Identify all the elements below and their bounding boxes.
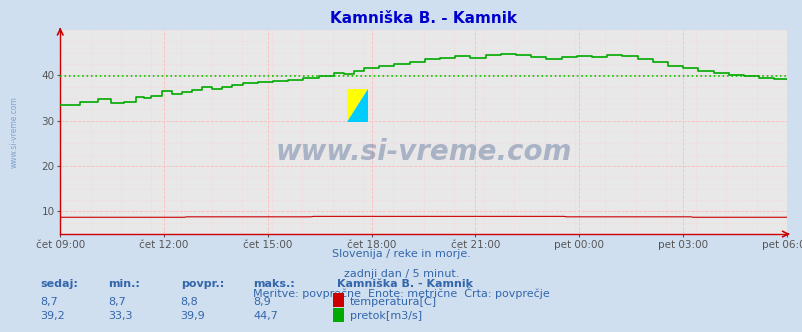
Text: temperatura[C]: temperatura[C] <box>350 297 436 307</box>
Text: 8,8: 8,8 <box>180 297 198 307</box>
Text: 8,7: 8,7 <box>40 297 58 307</box>
Text: pretok[m3/s]: pretok[m3/s] <box>350 311 422 321</box>
Text: Kamniška B. - Kamnik: Kamniška B. - Kamnik <box>337 279 472 289</box>
Text: 8,7: 8,7 <box>108 297 126 307</box>
Text: 33,3: 33,3 <box>108 311 133 321</box>
Text: Meritve: povprečne  Enote: metrične  Črta: povprečje: Meritve: povprečne Enote: metrične Črta:… <box>253 287 549 299</box>
Text: www.si-vreme.com: www.si-vreme.com <box>275 138 571 166</box>
Title: Kamniška B. - Kamnik: Kamniška B. - Kamnik <box>330 11 516 26</box>
Text: 8,9: 8,9 <box>253 297 270 307</box>
Text: 44,7: 44,7 <box>253 311 277 321</box>
Text: povpr.:: povpr.: <box>180 279 224 289</box>
Text: 39,2: 39,2 <box>40 311 65 321</box>
Text: min.:: min.: <box>108 279 140 289</box>
Text: www.si-vreme.com: www.si-vreme.com <box>10 96 19 168</box>
Text: 39,9: 39,9 <box>180 311 205 321</box>
Text: Slovenija / reke in morje.: Slovenija / reke in morje. <box>332 249 470 259</box>
Text: zadnji dan / 5 minut.: zadnji dan / 5 minut. <box>343 269 459 279</box>
Text: maks.:: maks.: <box>253 279 294 289</box>
Text: sedaj:: sedaj: <box>40 279 78 289</box>
